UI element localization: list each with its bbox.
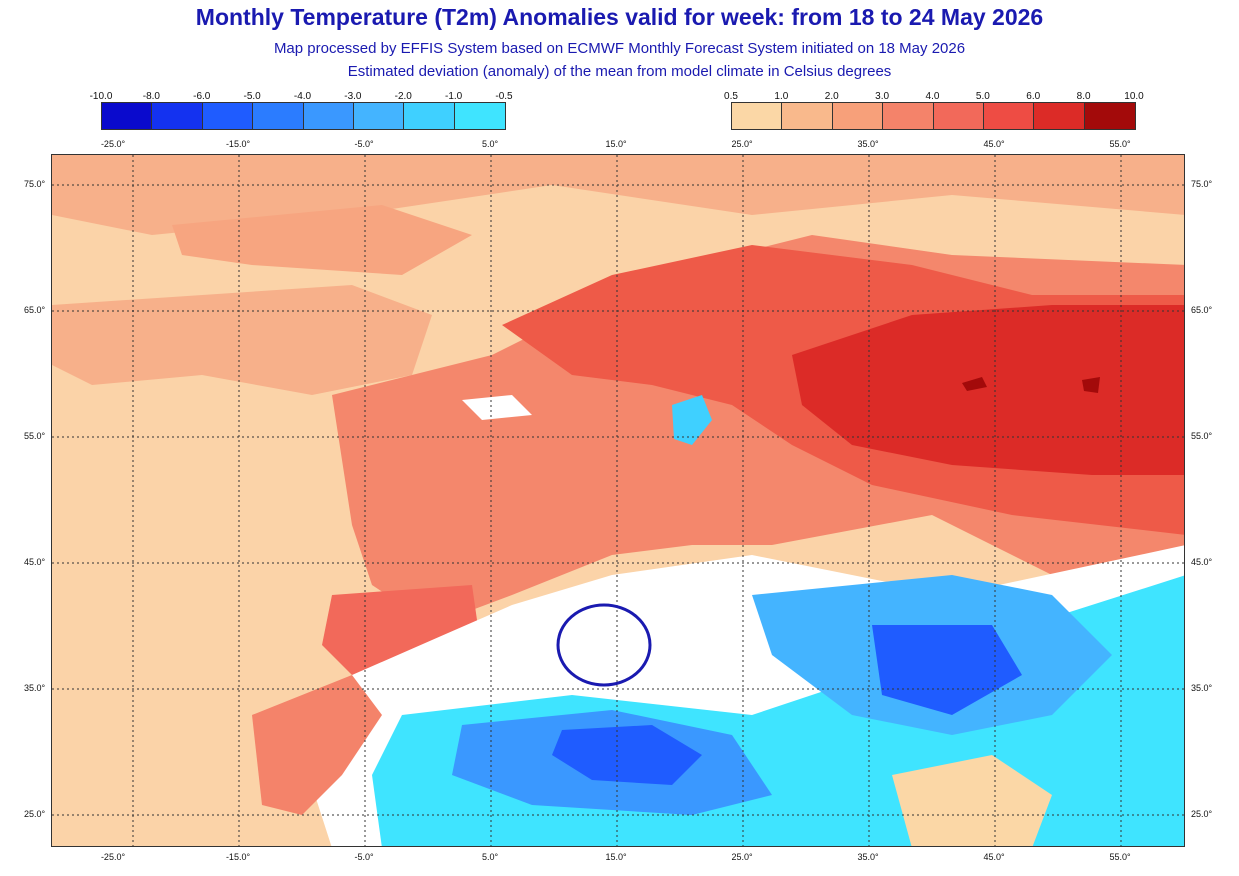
longitude-label: -25.0° [100, 852, 126, 862]
latitude-label: 75.0° [24, 179, 46, 189]
longitude-label: -5.0° [354, 139, 374, 149]
longitude-label: 55.0° [1109, 852, 1131, 862]
color-swatch [102, 103, 153, 129]
longitude-label: 45.0° [983, 852, 1005, 862]
scale-tick-label: 6.0 [1026, 91, 1041, 102]
latitude-label: 55.0° [24, 431, 46, 441]
latitude-label: 25.0° [1191, 809, 1213, 819]
color-swatch [303, 103, 354, 129]
longitude-label: 5.0° [481, 852, 499, 862]
north-sea-neutral-patch [462, 395, 532, 420]
longitude-label: 35.0° [857, 139, 879, 149]
scale-tick-label: 1.0 [774, 91, 789, 102]
scale-tick-label: -8.0 [142, 91, 160, 102]
longitude-label: -5.0° [354, 852, 374, 862]
anomaly-map [51, 154, 1185, 847]
color-swatch [404, 103, 455, 129]
color-swatch [253, 103, 304, 129]
scale-tick-label: -2.0 [394, 91, 412, 102]
longitude-label: -15.0° [225, 852, 251, 862]
latitude-label: 75.0° [1191, 179, 1213, 189]
longitude-label: 35.0° [857, 852, 879, 862]
scale-tick-label: -4.0 [293, 91, 312, 102]
longitude-label: 45.0° [983, 139, 1005, 149]
latitude-label: 45.0° [1191, 557, 1213, 567]
scale-tick-label: 3.0 [875, 91, 890, 102]
russia-extreme-spot-1 [962, 377, 987, 391]
latitude-label: 35.0° [1191, 683, 1213, 693]
negative-anomaly-color-scale [101, 102, 506, 130]
scale-tick-label: -5.0 [243, 91, 261, 102]
positive-anomaly-color-scale [731, 102, 1136, 130]
scale-tick-label: -0.5 [495, 91, 513, 102]
graticule [52, 155, 1184, 846]
longitude-label: 5.0° [481, 139, 499, 149]
color-swatch [1084, 103, 1135, 129]
scale-tick-label: 2.0 [824, 91, 839, 102]
color-swatch [933, 103, 984, 129]
color-swatch [983, 103, 1035, 129]
middle-east-colder-core [872, 625, 1022, 715]
latitude-label: 65.0° [24, 305, 46, 315]
longitude-label: -25.0° [100, 139, 126, 149]
longitude-label: 15.0° [605, 139, 627, 149]
longitude-label: -15.0° [225, 139, 251, 149]
north-atlantic-warm-area [52, 285, 432, 395]
scale-tick-label: -1.0 [445, 91, 463, 102]
sicily-highlight-ring [556, 603, 652, 687]
scale-tick-label: -3.0 [344, 91, 362, 102]
scale-tick-label: -6.0 [193, 91, 211, 102]
color-swatch [732, 103, 783, 129]
longitude-label: 25.0° [731, 852, 753, 862]
scale-tick-label: 0.5 [724, 91, 738, 102]
morocco-warm-area [252, 675, 382, 815]
greenland-sea-warm-area [172, 205, 472, 275]
latitude-label: 45.0° [24, 557, 46, 567]
russia-extreme-spot-2 [1082, 377, 1100, 393]
latitude-label: 65.0° [1191, 305, 1213, 315]
color-swatch [782, 103, 833, 129]
latitude-label: 55.0° [1191, 431, 1213, 441]
color-swatch [1034, 103, 1085, 129]
color-swatch [152, 103, 203, 129]
scale-tick-label: 4.0 [925, 91, 940, 102]
scale-tick-label: 5.0 [975, 91, 990, 102]
color-swatch [832, 103, 884, 129]
scale-tick-label: 8.0 [1076, 91, 1091, 102]
color-swatch [202, 103, 254, 129]
longitude-label: 15.0° [605, 852, 627, 862]
map-subtitle-processing: Map processed by EFFIS System based on E… [273, 40, 966, 57]
baltic-cool-patch [672, 395, 712, 445]
map-title: Monthly Temperature (T2m) Anomalies vali… [195, 4, 1044, 30]
color-swatch [883, 103, 934, 129]
scale-tick-label: 10.0 [1124, 91, 1144, 102]
longitude-label: 25.0° [731, 139, 753, 149]
color-swatch [454, 103, 505, 129]
sahara-colder-core [552, 725, 702, 785]
map-subtitle-units: Estimated deviation (anomaly) of the mea… [347, 63, 892, 80]
longitude-label: 55.0° [1109, 139, 1131, 149]
scale-tick-label: -10.0 [89, 91, 113, 102]
latitude-label: 25.0° [24, 809, 46, 819]
arabia-neutral-area [892, 755, 1052, 846]
russia-very-hot-area [792, 305, 1184, 475]
color-swatch [353, 103, 405, 129]
latitude-label: 35.0° [24, 683, 46, 693]
